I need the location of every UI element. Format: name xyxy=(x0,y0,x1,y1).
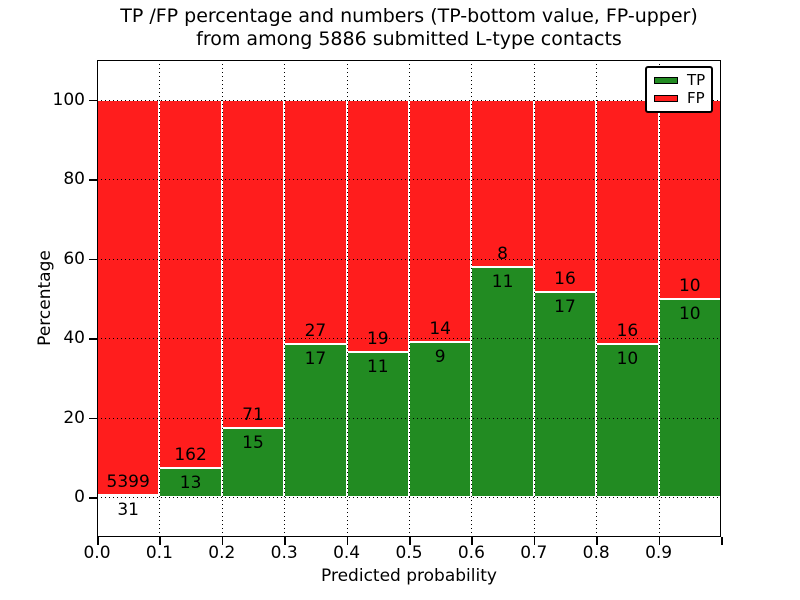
y-tick-mark xyxy=(89,497,97,499)
x-axis-label: Predicted probability xyxy=(321,566,497,586)
x-tick-label: 0.8 xyxy=(582,543,610,563)
y-tick-mark xyxy=(89,338,97,340)
fp-count-label: 27 xyxy=(304,320,327,341)
y-tick-label: 20 xyxy=(63,407,85,428)
tp-count-label: 10 xyxy=(616,349,639,370)
bar-fp-0.9-1.0 xyxy=(658,99,721,299)
chart-title: TP /FP percentage and numbers (TP-bottom… xyxy=(97,5,721,51)
tp-count-label: 31 xyxy=(117,499,140,520)
x-tick-label: 0.9 xyxy=(645,543,673,563)
x-tick-label: 0.3 xyxy=(270,543,298,563)
gridline-horizontal xyxy=(97,497,721,499)
tp-count-label: 17 xyxy=(554,297,576,318)
gridline-vertical xyxy=(658,60,660,537)
fp-count-label: 162 xyxy=(174,444,207,465)
gridline-vertical xyxy=(533,60,535,537)
bar-fp-0.2-0.3 xyxy=(221,99,285,428)
fp-color-swatch xyxy=(654,95,678,103)
gridline-vertical xyxy=(346,60,348,537)
y-tick-label: 0 xyxy=(74,487,85,508)
x-tick-mark xyxy=(346,537,349,545)
x-tick-mark xyxy=(533,537,536,545)
bar-fp-0.3-0.4 xyxy=(284,99,347,344)
x-tick-label: 0.7 xyxy=(520,543,548,563)
bar-tp-0.9-1.0 xyxy=(658,298,721,498)
fp-count-label: 10 xyxy=(678,275,701,296)
tp-count-label: 13 xyxy=(179,472,202,493)
bar-tp-0.7-0.8 xyxy=(533,292,597,498)
fp-count-label: 8 xyxy=(497,244,509,265)
y-tick-mark xyxy=(89,99,97,102)
x-tick-mark xyxy=(284,537,286,545)
fp-count-label: 71 xyxy=(242,404,264,425)
x-tick-label: 0.5 xyxy=(395,543,423,563)
tp-count-label: 11 xyxy=(491,272,514,293)
bar-tp-0.2-0.3 xyxy=(221,427,285,498)
fp-count-label: 5399 xyxy=(106,471,150,492)
tp-count-label: 10 xyxy=(678,303,701,324)
tp-color-swatch xyxy=(654,76,678,84)
gridline-vertical xyxy=(284,60,286,537)
legend-entry-fp: FP xyxy=(654,89,705,108)
gridline-horizontal xyxy=(97,338,721,340)
tp-count-label: 9 xyxy=(434,346,446,367)
x-tick-mark xyxy=(97,537,99,545)
fp-count-label: 16 xyxy=(616,321,639,342)
plot-area: TP FP 5399 31 162 13 71 15 27 17 19 11 14 9 8 11 16 17 1… xyxy=(97,60,721,537)
x-tick-mark xyxy=(159,537,161,545)
y-tick-label: 40 xyxy=(63,328,85,349)
bar-fp-0.7-0.8 xyxy=(533,99,597,293)
gridline-horizontal xyxy=(97,99,721,101)
tp-count-label: 17 xyxy=(304,348,327,369)
legend-label-tp: TP xyxy=(687,70,706,89)
tp-count-label: 15 xyxy=(242,432,264,453)
x-tick-mark xyxy=(221,537,224,545)
gridline-horizontal xyxy=(97,179,721,181)
bar-tp-0.1-0.2 xyxy=(159,467,222,498)
fp-count-label: 14 xyxy=(429,318,452,339)
x-tick-label: 0.6 xyxy=(457,543,485,563)
legend-label-fp: FP xyxy=(687,89,705,108)
gridline-vertical xyxy=(409,60,410,537)
legend-entry-tp: TP xyxy=(654,70,706,89)
gridline-vertical xyxy=(471,60,473,537)
y-tick-label: 60 xyxy=(63,248,85,269)
bar-fp-0.5-0.6 xyxy=(409,99,472,342)
gridline-vertical xyxy=(159,60,161,537)
chart-title-line1: TP /FP percentage and numbers (TP-bottom… xyxy=(120,5,698,27)
x-tick-mark xyxy=(596,537,598,545)
x-tick-mark xyxy=(721,537,723,545)
bar-fp-0.6-0.7 xyxy=(471,99,534,268)
gridline-vertical xyxy=(596,60,598,537)
x-tick-mark xyxy=(409,537,411,545)
x-tick-label: 0.4 xyxy=(333,543,361,563)
bar-fp-0.8-0.9 xyxy=(596,99,659,345)
y-tick-mark xyxy=(89,258,97,261)
x-tick-label: 0.0 xyxy=(83,543,111,563)
y-tick-label: 80 xyxy=(63,169,85,190)
x-tick-label: 0.2 xyxy=(208,543,236,563)
x-tick-label: 0.1 xyxy=(145,543,173,563)
x-tick-mark xyxy=(471,537,473,545)
y-tick-mark xyxy=(89,417,97,420)
legend: TP FP xyxy=(645,66,713,113)
bar-fp-0.0-0.1 xyxy=(97,99,160,495)
fp-count-label: 16 xyxy=(554,269,576,290)
bar-tp-0.6-0.7 xyxy=(471,267,534,498)
bar-fp-0.1-0.2 xyxy=(159,99,222,468)
tp-count-label: 11 xyxy=(366,356,389,377)
bar-tp-0.3-0.4 xyxy=(284,343,347,498)
bar-fp-0.4-0.5 xyxy=(346,99,409,352)
fp-count-label: 19 xyxy=(366,328,389,349)
gridline-vertical xyxy=(221,60,223,537)
gridline-horizontal xyxy=(97,258,721,260)
gridline-horizontal xyxy=(97,417,721,419)
y-tick-label: 100 xyxy=(52,89,85,110)
y-tick-mark xyxy=(89,179,97,181)
x-tick-mark xyxy=(658,537,661,545)
chart-title-line2: from among 5886 submitted L-type contact… xyxy=(196,28,622,50)
